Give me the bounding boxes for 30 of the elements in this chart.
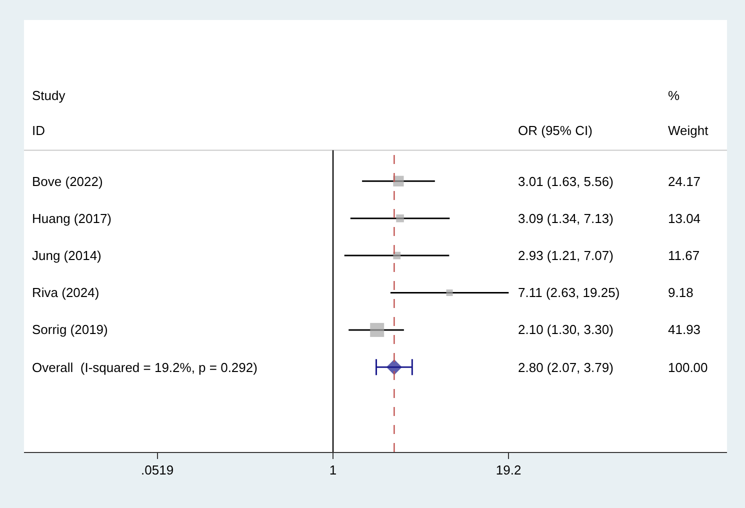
annotation: 7.11 (2.63, 19.25) bbox=[518, 285, 620, 300]
point bbox=[386, 359, 402, 375]
y-tick-label: Huang (2017) bbox=[32, 211, 112, 226]
point bbox=[396, 214, 404, 222]
annotation: 41.93 bbox=[668, 322, 701, 337]
annotation: 3.09 (1.34, 7.13) bbox=[518, 211, 614, 226]
x-tick-label: .0519 bbox=[141, 462, 174, 478]
y-tick-label: Riva (2024) bbox=[32, 285, 100, 300]
text: Study bbox=[32, 88, 66, 103]
point bbox=[446, 289, 453, 296]
x-tick-label: 1 bbox=[329, 462, 337, 478]
text: Weight bbox=[668, 123, 709, 138]
text: ID bbox=[32, 123, 45, 138]
annotation: 24.17 bbox=[668, 174, 701, 189]
y-tick-label: Jung (2014) bbox=[32, 248, 102, 263]
annotation: 2.80 (2.07, 3.79) bbox=[518, 360, 614, 375]
text: OR (95% CI) bbox=[518, 123, 592, 138]
annotation: 2.10 (1.30, 3.30) bbox=[518, 322, 614, 337]
annotation: 9.18 bbox=[668, 285, 694, 300]
point bbox=[393, 252, 401, 260]
annotation: 13.04 bbox=[668, 211, 701, 226]
annotation: 3.01 (1.63, 5.56) bbox=[518, 174, 614, 189]
x-tick-label: 19.2 bbox=[496, 462, 522, 478]
text: % bbox=[668, 88, 680, 103]
y-tick-label: Overall (I-squared = 19.2%, p = 0.292) bbox=[32, 360, 258, 375]
annotation: 11.67 bbox=[668, 248, 700, 263]
y-tick-label: Sorrig (2019) bbox=[32, 322, 108, 337]
annotation: 2.93 (1.21, 7.07) bbox=[518, 248, 614, 263]
y-tick-label: Bove (2022) bbox=[32, 174, 103, 189]
annotation: 100.00 bbox=[668, 360, 708, 375]
